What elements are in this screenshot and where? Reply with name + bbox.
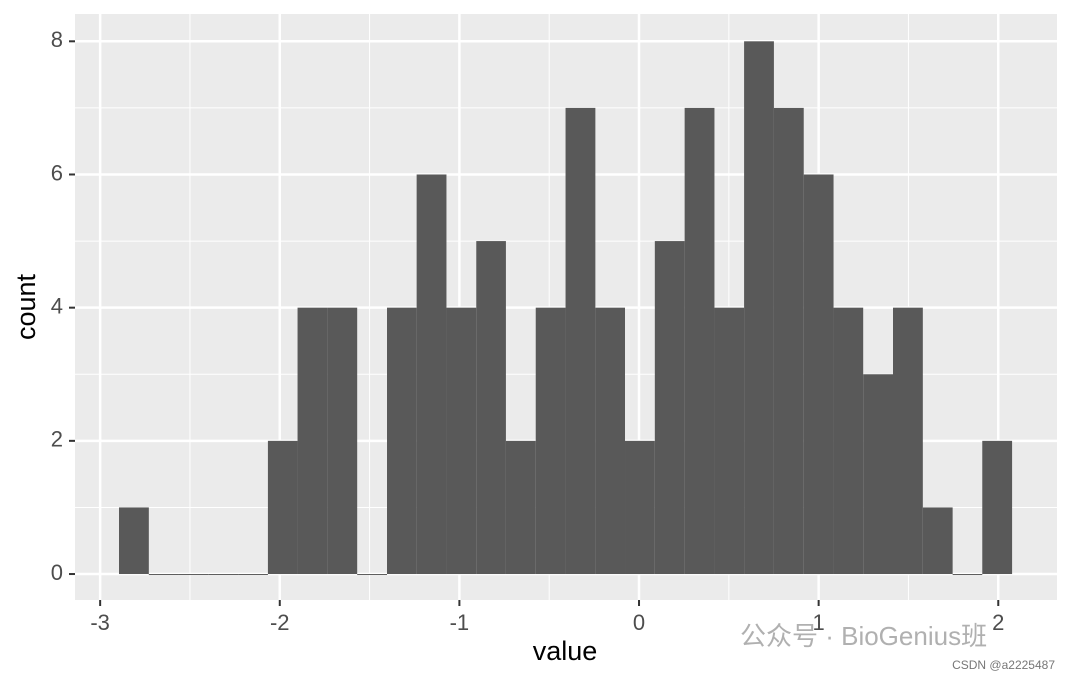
bar	[952, 574, 983, 576]
y-tick-label: 8	[51, 27, 63, 52]
watermark: 公众号 · BioGenius班	[740, 621, 987, 651]
bar	[476, 241, 506, 575]
bar	[863, 374, 894, 575]
bar	[535, 307, 566, 575]
bar	[208, 574, 239, 576]
bar	[714, 307, 745, 575]
y-tick-label: 0	[51, 560, 63, 585]
x-tick-label: 1	[813, 610, 825, 635]
bar	[387, 307, 417, 575]
bar	[297, 307, 328, 575]
bar	[505, 440, 536, 575]
y-tick-label: 4	[51, 293, 63, 318]
y-tick-label: 2	[51, 427, 63, 452]
y-tick-label: 6	[51, 160, 63, 185]
x-axis-title: value	[533, 636, 598, 666]
bar	[833, 307, 864, 575]
bar	[684, 107, 715, 575]
x-tick-label: -3	[90, 610, 110, 635]
bar	[119, 507, 149, 575]
bar	[773, 107, 804, 575]
bar	[922, 507, 953, 575]
x-tick-label: 2	[992, 610, 1004, 635]
bar	[238, 574, 268, 576]
x-tick-label: -2	[270, 610, 290, 635]
credit: CSDN @a2225487	[952, 658, 1055, 672]
bar	[625, 440, 655, 575]
bar	[416, 174, 447, 575]
bar	[267, 440, 298, 575]
x-tick-label: 0	[633, 610, 645, 635]
bar	[982, 440, 1013, 575]
y-axis-title: count	[11, 273, 41, 340]
bar	[357, 574, 388, 576]
bar	[893, 307, 923, 575]
bar	[595, 307, 626, 575]
bar	[327, 307, 358, 575]
bar	[654, 241, 685, 575]
bar	[178, 574, 209, 576]
bar	[446, 307, 477, 575]
bar	[803, 174, 834, 575]
bar	[744, 41, 774, 575]
bar	[148, 574, 179, 576]
bar	[565, 107, 596, 575]
x-tick-label: -1	[450, 610, 470, 635]
